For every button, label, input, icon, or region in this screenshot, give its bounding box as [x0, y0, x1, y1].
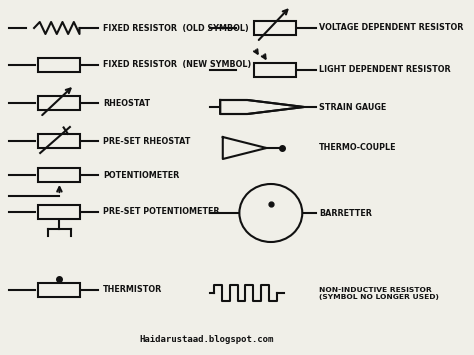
Text: POTENTIOMETER: POTENTIOMETER	[103, 170, 179, 180]
Polygon shape	[220, 100, 304, 114]
Text: VOLTAGE DEPENDENT RESISTOR: VOLTAGE DEPENDENT RESISTOR	[319, 23, 463, 33]
Text: PRE-SET RHEOSTAT: PRE-SET RHEOSTAT	[103, 137, 191, 146]
Bar	[38, 168, 81, 182]
Ellipse shape	[239, 184, 302, 242]
Text: RHEOSTAT: RHEOSTAT	[103, 98, 150, 108]
Bar	[38, 96, 81, 110]
Bar	[254, 63, 296, 77]
Text: BARRETTER: BARRETTER	[319, 208, 372, 218]
Text: LIGHT DEPENDENT RESISTOR: LIGHT DEPENDENT RESISTOR	[319, 66, 450, 75]
Bar	[38, 58, 81, 72]
Bar	[254, 21, 296, 35]
Text: STRAIN GAUGE: STRAIN GAUGE	[319, 103, 386, 111]
Text: FIXED RESISTOR  (NEW SYMBOL): FIXED RESISTOR (NEW SYMBOL)	[103, 60, 251, 70]
Text: NON-INDUCTIVE RESISTOR
(SYMBOL NO LONGER USED): NON-INDUCTIVE RESISTOR (SYMBOL NO LONGER…	[319, 286, 439, 300]
Text: THERMISTOR: THERMISTOR	[103, 285, 162, 295]
Bar	[38, 205, 81, 219]
Bar	[38, 283, 81, 297]
Text: PRE-SET POTENTIOMETER: PRE-SET POTENTIOMETER	[103, 208, 219, 217]
Bar	[38, 134, 81, 148]
Text: FIXED RESISTOR  (OLD SYMBOL): FIXED RESISTOR (OLD SYMBOL)	[103, 23, 249, 33]
Text: Haidarustaad.blogspot.com: Haidarustaad.blogspot.com	[140, 334, 274, 344]
Text: THERMO-COUPLE: THERMO-COUPLE	[319, 143, 396, 153]
